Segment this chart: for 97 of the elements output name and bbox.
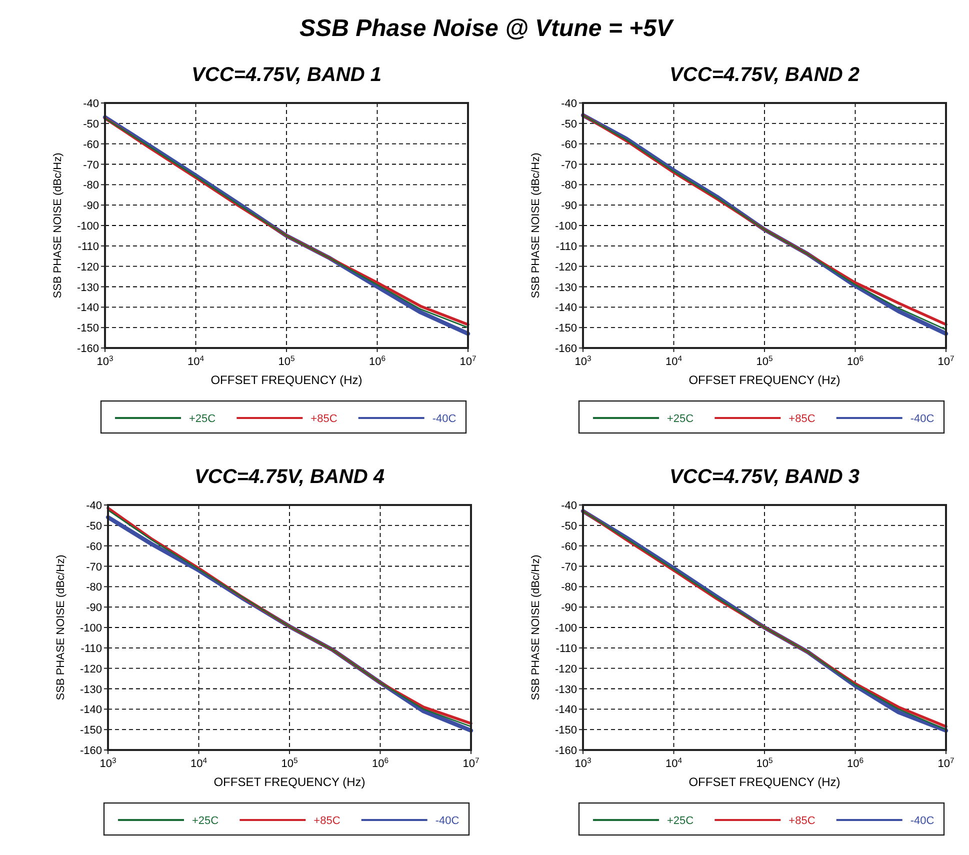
x-tick-label: 10$^{4}$ [665,756,683,770]
y-tick-label: -160 [80,745,102,757]
y-axis-title: SSB PHASE NOISE (dBc/Hz) [530,152,542,298]
y-tick-label: -50 [561,520,577,532]
y-tick-label: -60 [561,540,577,553]
y-tick-label: -80 [86,582,102,594]
y-tick-label: -60 [83,138,99,151]
x-tick-label: 10$^{6}$ [846,756,864,770]
y-tick-label: -100 [554,622,577,634]
y-tick-label: -160 [76,343,99,355]
text: +85C [788,815,816,827]
text: -40C [910,815,934,827]
y-tick-label: -160 [554,745,577,757]
y-tick-label: -130 [554,282,577,294]
y-axis-title: SSB PHASE NOISE (dBc/Hz) [52,152,64,298]
y-tick-label: -40 [83,98,99,110]
y-tick-label: -40 [561,500,577,512]
x-tick-label: 10$^{7}$ [462,756,480,770]
text: +85C [314,815,340,827]
y-tick-label: -100 [80,622,102,634]
y-tick-label: -120 [80,663,102,676]
text: +25C [667,815,694,827]
x-tick-label: 10$^{5}$ [278,354,295,368]
y-tick-label: -150 [554,724,577,737]
text: -40C [910,413,934,425]
text: +25C [667,413,694,425]
text: -40C [435,815,460,827]
x-tick-label: 10$^{6}$ [368,354,386,368]
y-tick-label: -70 [561,159,577,172]
x-axis-title: OFFSET FREQUENCY (Hz) [688,775,840,789]
text: +85C [310,413,338,425]
y-tick-label: -150 [80,724,102,737]
y-tick-label: -120 [554,261,577,274]
y-tick-label: -50 [83,118,99,130]
x-tick-label: 10$^{4}$ [190,756,208,770]
x-tick-label: 10$^{3}$ [574,756,592,770]
x-tick-label: 10$^{3}$ [100,756,116,770]
y-tick-label: -50 [86,520,102,532]
y-tick-label: -70 [83,159,99,172]
y-tick-label: -120 [76,261,99,274]
chart-title: VCC=4.75V, BAND 4 [194,466,384,488]
y-tick-label: -140 [554,302,577,314]
x-tick-label: 10$^{4}$ [665,354,683,368]
chart-title: VCC=4.75V, BAND 2 [670,64,860,86]
y-tick-label: -110 [78,240,99,253]
y-tick-label: -80 [83,180,99,192]
text: SSB Phase Noise @ Vtune = +5V [300,15,674,42]
y-tick-label: -160 [554,343,577,355]
y-tick-label: -100 [554,220,577,232]
y-tick-label: -40 [561,98,577,110]
y-tick-label: -110 [556,642,577,655]
y-axis-title: SSB PHASE NOISE (dBc/Hz) [55,554,67,700]
x-tick-label: 10$^{7}$ [938,756,954,770]
y-tick-label: -150 [554,322,577,335]
x-tick-label: 10$^{3}$ [96,354,114,368]
x-tick-label: 10$^{5}$ [281,756,298,770]
y-tick-label: -40 [86,500,102,512]
y-tick-label: -90 [561,200,577,212]
x-tick-label: 10$^{3}$ [574,354,592,368]
x-tick-label: 10$^{5}$ [756,756,773,770]
y-tick-label: -100 [76,220,99,232]
x-tick-label: 10$^{5}$ [756,354,773,368]
y-tick-label: -130 [76,282,99,294]
y-tick-label: -90 [86,602,102,614]
x-axis-title: OFFSET FREQUENCY (Hz) [214,775,366,789]
y-tick-label: -120 [554,663,577,676]
y-tick-label: -130 [554,684,577,696]
chart-title: VCC=4.75V, BAND 3 [670,466,860,488]
y-tick-label: -90 [561,602,577,614]
y-tick-label: -90 [83,200,99,212]
y-tick-label: -110 [80,642,102,655]
y-tick-label: -130 [80,684,102,696]
x-tick-label: 10$^{4}$ [187,354,205,368]
x-tick-label: 10$^{6}$ [372,756,389,770]
y-tick-label: -140 [80,704,102,716]
y-tick-label: -150 [76,322,99,335]
text: +85C [788,413,816,425]
x-axis-title: OFFSET FREQUENCY (Hz) [688,373,840,387]
x-tick-label: 10$^{7}$ [460,354,476,368]
text: +25C [192,815,219,827]
y-tick-label: -70 [561,561,577,574]
y-tick-label: -60 [86,540,102,553]
y-tick-label: -140 [554,704,577,716]
y-tick-label: -70 [86,561,102,574]
x-axis-title: OFFSET FREQUENCY (Hz) [210,373,362,387]
chart-title: VCC=4.75V, BAND 1 [192,64,382,86]
y-axis-title: SSB PHASE NOISE (dBc/Hz) [530,554,542,700]
y-tick-label: -80 [561,582,577,594]
y-tick-label: -140 [76,302,99,314]
x-tick-label: 10$^{7}$ [938,354,954,368]
y-tick-label: -80 [561,180,577,192]
text: +25C [189,413,216,425]
x-tick-label: 10$^{6}$ [846,354,864,368]
y-tick-label: -60 [561,138,577,151]
y-tick-label: -110 [556,240,577,253]
text: -40C [432,413,456,425]
y-tick-label: -50 [561,118,577,130]
